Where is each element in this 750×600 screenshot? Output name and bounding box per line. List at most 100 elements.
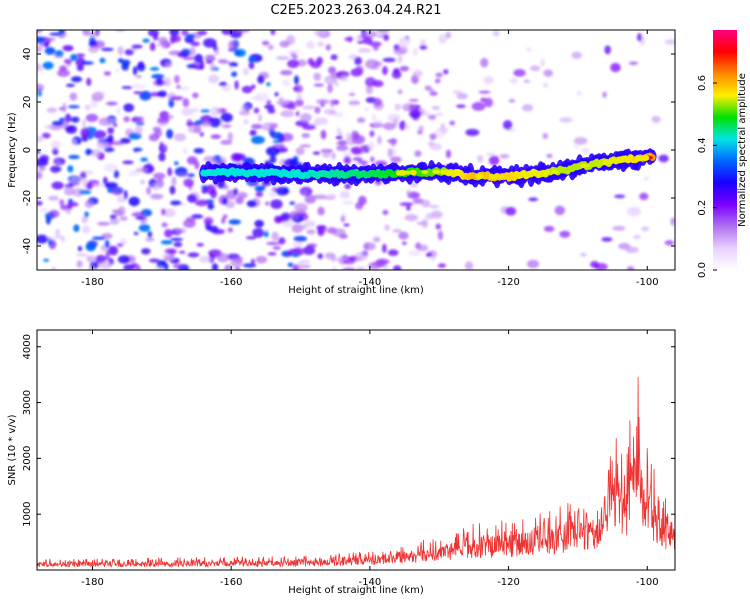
spectrogram-cell (201, 187, 208, 194)
spectrogram-cell (181, 30, 189, 36)
spectrogram-cell (418, 125, 424, 132)
spectrogram-cell (41, 132, 51, 139)
spectrogram-cell (412, 70, 423, 78)
spectrogram-cell (331, 254, 337, 263)
spectrogram-cell (133, 91, 143, 95)
spectrogram-cell (438, 33, 447, 44)
spectrogram-cell (406, 189, 411, 197)
spectrogram-cell (320, 129, 327, 140)
spectrogram-cell (365, 77, 377, 87)
spectrogram-cell (255, 191, 264, 198)
spectrogram-cell (421, 170, 429, 174)
spectrogram-cell (399, 65, 410, 72)
spectrogram-cell (371, 113, 377, 121)
spectrogram-cell (431, 105, 441, 110)
spectrogram-y-ticks: -40 -20 0 20 40 (22, 48, 675, 254)
spectrogram-cell (194, 53, 204, 63)
spectrogram-cell (135, 74, 142, 79)
spectrogram-cell (241, 104, 250, 113)
spectrogram-cell (46, 107, 58, 113)
spectrogram-cell (128, 196, 140, 207)
spectrogram-cell (396, 104, 410, 109)
y-tick-label: 0 (22, 147, 33, 153)
spectrogram-cell (117, 46, 124, 56)
spectrogram-cell (135, 216, 146, 220)
spectrogram-cell (332, 228, 346, 237)
spectrogram-cell (376, 258, 390, 265)
spectrogram-cell (46, 236, 57, 241)
spectrogram-cell (339, 191, 350, 199)
spectrogram-cell (220, 139, 233, 145)
spectrogram-cell (185, 33, 196, 39)
spectrogram-cell (104, 239, 110, 249)
spectrogram-cell (233, 188, 238, 196)
spectrogram-cell (372, 42, 379, 51)
spectrogram-cell (302, 246, 316, 255)
spectrogram-cell (329, 98, 335, 108)
spectrogram-cell (352, 157, 363, 161)
spectrogram-cell (445, 31, 452, 39)
spectrogram-cell (85, 148, 92, 156)
spectrogram-cell (179, 250, 186, 254)
spectrogram-cell (263, 230, 269, 238)
spectrogram-noise (37, 30, 675, 270)
spectrogram-cell (203, 38, 217, 48)
spectrogram-cell (576, 91, 582, 96)
spectrogram-cell (279, 147, 288, 152)
spectrogram-cell (354, 56, 363, 65)
spectrogram-cell (634, 155, 640, 162)
spectrogram-cell (58, 30, 66, 35)
spectrogram-cell (230, 258, 243, 268)
spectrogram-cell (452, 90, 463, 95)
spectrogram-cell (153, 172, 166, 180)
snr-x-ticks: -180 -160 -140 -120 -100 (81, 330, 659, 588)
spectrogram-cell (265, 241, 280, 245)
spectrogram-cell (614, 194, 626, 199)
spectrogram-cell (626, 266, 635, 270)
spectrogram-cell (302, 124, 316, 130)
spectrogram-cell (314, 106, 321, 114)
spectrogram-cell (393, 68, 400, 74)
spectrogram-cell (173, 241, 183, 248)
spectrogram-cell (64, 113, 72, 123)
x-tick-label: -120 (497, 577, 520, 588)
y-tick-label: 4000 (22, 334, 33, 359)
spectrogram-cell (62, 45, 74, 52)
spectrogram-cell (651, 115, 661, 123)
spectrogram-cell (301, 105, 316, 110)
spectrogram-cell (140, 179, 145, 185)
spectrogram-cell (579, 253, 587, 257)
spectrogram-cell (348, 100, 361, 106)
spectrogram-cell (421, 218, 429, 229)
spectrogram-cell (612, 225, 626, 231)
spectrogram-cell (67, 105, 80, 109)
spectrogram-cell (134, 125, 143, 135)
spectrogram-cell (542, 83, 549, 88)
spectrogram-cell (270, 131, 284, 140)
snr-series-line (37, 376, 675, 568)
spectrogram-cell (128, 170, 140, 177)
spectrogram-cell (227, 132, 234, 142)
spectrogram-cell (303, 220, 316, 228)
spectrogram-cell (50, 139, 61, 150)
spectrogram-cell (135, 167, 149, 173)
spectrogram-cell (99, 57, 106, 64)
spectrogram-cell (37, 63, 42, 70)
spectrogram-cell (610, 62, 621, 73)
spectrogram-cell (307, 57, 315, 66)
colorbar-ticks: 0.0 0.2 0.4 0.6 (697, 75, 717, 278)
spectrogram-cell (526, 46, 532, 53)
spectrogram-cell (405, 123, 411, 131)
spectrogram-cell (231, 71, 238, 77)
spectrogram-cell (254, 219, 265, 228)
spectrogram-cell (345, 136, 357, 146)
spectrogram-cell (205, 184, 216, 195)
spectrogram-cell (336, 127, 341, 135)
spectrogram-cell (342, 151, 353, 159)
spectrogram-cell (228, 62, 239, 67)
spectrogram-cell (84, 199, 94, 209)
spectrogram-cell (485, 152, 495, 156)
spectrogram-cell (73, 224, 80, 233)
spectrogram-cell (37, 171, 43, 180)
spectrogram-cell (272, 246, 282, 250)
